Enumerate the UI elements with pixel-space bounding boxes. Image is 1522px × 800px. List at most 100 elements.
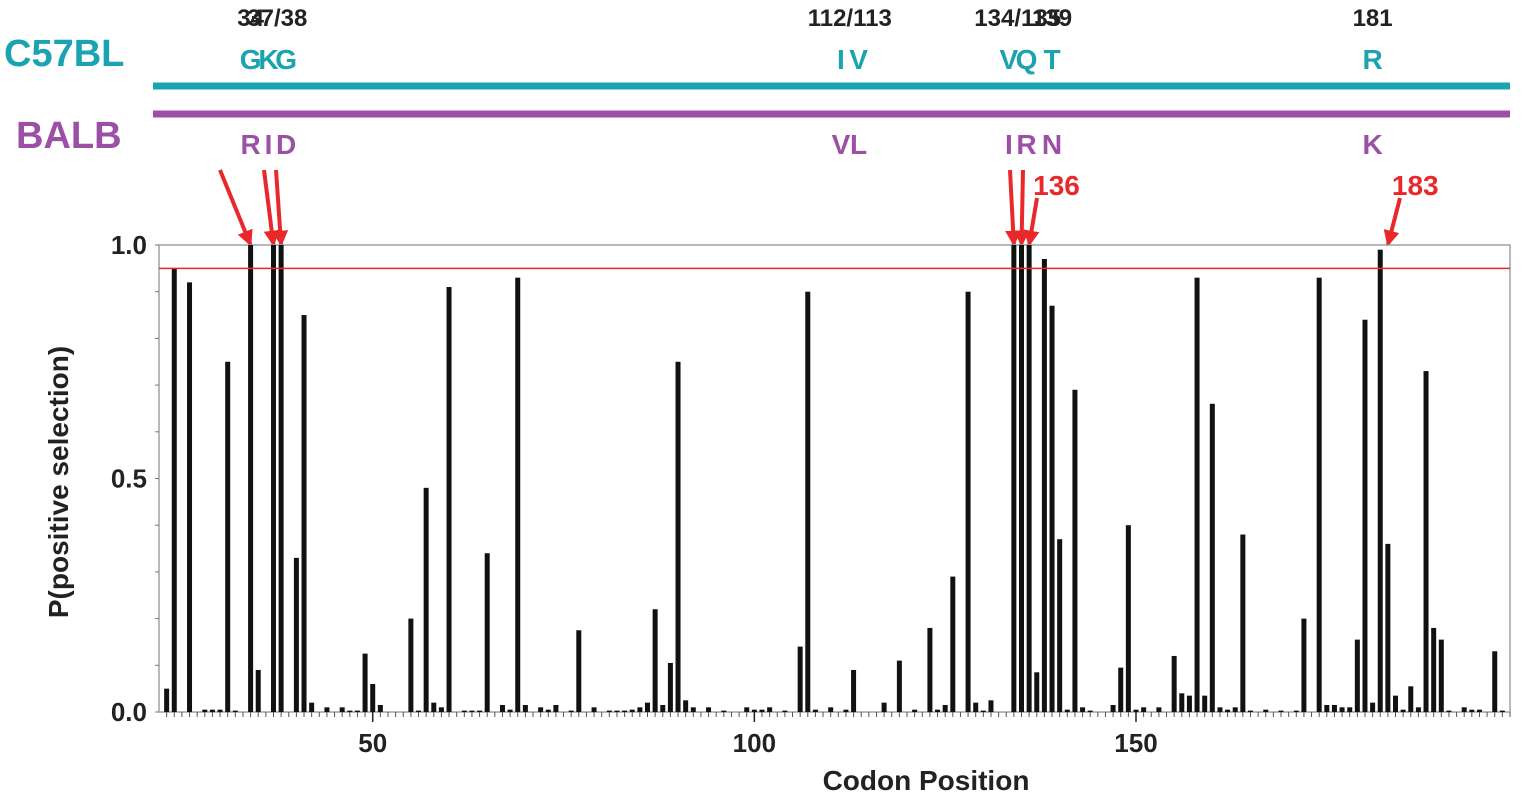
- bar-codon-186: [1408, 686, 1414, 712]
- bar-codon-96: [721, 710, 727, 712]
- position-label-34: 34: [237, 5, 264, 32]
- bar-codon-189: [1431, 627, 1437, 712]
- c57bl-residue-34: G: [240, 44, 262, 75]
- balb-residue-113: L: [850, 129, 867, 160]
- balb-residue-135: R: [1016, 129, 1036, 160]
- bar-codon-44: [324, 707, 330, 712]
- bar-codon-143: [1080, 707, 1086, 712]
- strain-label-c57bl: C57BL: [4, 33, 124, 75]
- balb-residue-37: I: [265, 129, 273, 160]
- bar-codon-179: [1354, 639, 1360, 712]
- arrow-codon-34: [218, 169, 253, 247]
- bar-codon-180: [1362, 319, 1368, 712]
- position-label-134-135: 134/135: [974, 5, 1061, 32]
- bar-codon-167: [1263, 709, 1269, 712]
- bar-codon-88: [660, 704, 666, 712]
- bar-codon-131: [988, 700, 994, 712]
- selected-site-arrows: [218, 169, 1402, 247]
- bar-codon-34: [248, 245, 254, 712]
- bar-codon-194: [1469, 709, 1475, 712]
- bar-codon-50: [370, 683, 376, 712]
- bar-codon-160: [1209, 403, 1215, 712]
- bar-codon-161: [1217, 707, 1223, 712]
- balb-residue-112: V: [832, 129, 851, 160]
- bar-codon-106: [797, 646, 803, 712]
- bar-codon-121: [912, 709, 918, 712]
- bar-codon-190: [1438, 639, 1444, 712]
- bar-codon-123: [927, 627, 933, 712]
- bar-codon-159: [1202, 695, 1208, 712]
- bar-codon-136: [1026, 245, 1032, 712]
- bar-codon-141: [1064, 709, 1070, 712]
- c57bl-residue-134: V: [1000, 44, 1019, 75]
- bar-codon-28: [202, 709, 208, 712]
- c57bl-residue-113: V: [849, 44, 868, 75]
- bar-codon-185: [1400, 709, 1406, 712]
- bar-codon-104: [782, 710, 788, 712]
- bar-codon-47: [347, 710, 353, 712]
- bar-codon-187: [1415, 707, 1421, 712]
- bar-codon-138: [1041, 259, 1047, 712]
- bar-codon-126: [950, 576, 956, 712]
- bar-codon-108: [812, 709, 818, 712]
- bar-codon-35: [255, 669, 261, 712]
- bar-codon-147: [1110, 704, 1116, 712]
- bar-codon-42: [309, 702, 315, 712]
- bar-codon-77: [576, 630, 582, 712]
- bar-codon-107: [805, 291, 811, 712]
- bar-codon-177: [1339, 707, 1345, 712]
- x-axis-ticks: 50 100 150: [166, 712, 1511, 758]
- arrow-codon-135: [1013, 169, 1030, 247]
- bar-codon-184: [1393, 695, 1399, 712]
- bar-codon-37: [270, 245, 276, 712]
- bar-codon-176: [1331, 704, 1337, 712]
- bar-codon-193: [1461, 707, 1467, 712]
- bar-codon-91: [683, 700, 689, 712]
- bar-codon-73: [545, 709, 551, 712]
- bar-codon-62: [461, 710, 467, 712]
- bar-codon-162: [1225, 709, 1231, 712]
- bar-codon-158: [1194, 277, 1200, 712]
- site-label-183: 183: [1392, 170, 1439, 201]
- x-tick-label-150: 150: [1114, 728, 1157, 758]
- bar-codon-195: [1476, 709, 1482, 712]
- bar-codon-163: [1232, 707, 1238, 712]
- position-label-181: 181: [1353, 5, 1393, 32]
- bar-codon-134: [1011, 245, 1017, 712]
- bar-codon-112: [843, 709, 849, 712]
- bar-codon-69: [515, 277, 521, 712]
- bar-codon-110: [828, 707, 834, 712]
- bar-codon-153: [1156, 707, 1162, 712]
- bar-codon-86: [644, 702, 650, 712]
- bar-codon-32: [232, 710, 238, 712]
- bar-codon-89: [667, 662, 673, 712]
- bar-codon-113: [851, 669, 857, 712]
- bar-codon-178: [1347, 707, 1353, 712]
- balb-residue-38: D: [276, 129, 296, 160]
- bar-codon-119: [896, 660, 902, 712]
- strain-label-balb: BALB: [16, 115, 122, 157]
- bar-codon-26: [187, 282, 193, 712]
- bar-codon-74: [553, 704, 559, 712]
- bar-codon-182: [1377, 249, 1383, 713]
- arrow-codon-136: [1023, 197, 1040, 247]
- bar-codon-150: [1133, 709, 1139, 712]
- position-label-139: 139: [1032, 5, 1072, 32]
- bar-codon-79: [591, 707, 597, 712]
- bar-codon-191: [1446, 710, 1452, 712]
- bar-codon-99: [744, 707, 750, 712]
- bar-codon-68: [507, 709, 513, 712]
- bar-codon-183: [1385, 543, 1391, 712]
- bar-codon-181: [1370, 702, 1376, 712]
- bar-series: [164, 245, 1505, 713]
- position-label-37-38: 37/38: [247, 5, 307, 32]
- bar-codon-58: [431, 702, 437, 712]
- c57bl-residue-38: G: [275, 44, 297, 75]
- bar-codon-188: [1423, 371, 1429, 712]
- bar-codon-165: [1247, 710, 1253, 712]
- y-axis-ticks: 0.0 0.5 1.0: [111, 230, 159, 727]
- bar-codon-171: [1293, 710, 1299, 712]
- bar-codon-31: [225, 361, 231, 712]
- y-tick-label-0.5: 0.5: [111, 464, 147, 494]
- bar-codon-157: [1186, 695, 1192, 712]
